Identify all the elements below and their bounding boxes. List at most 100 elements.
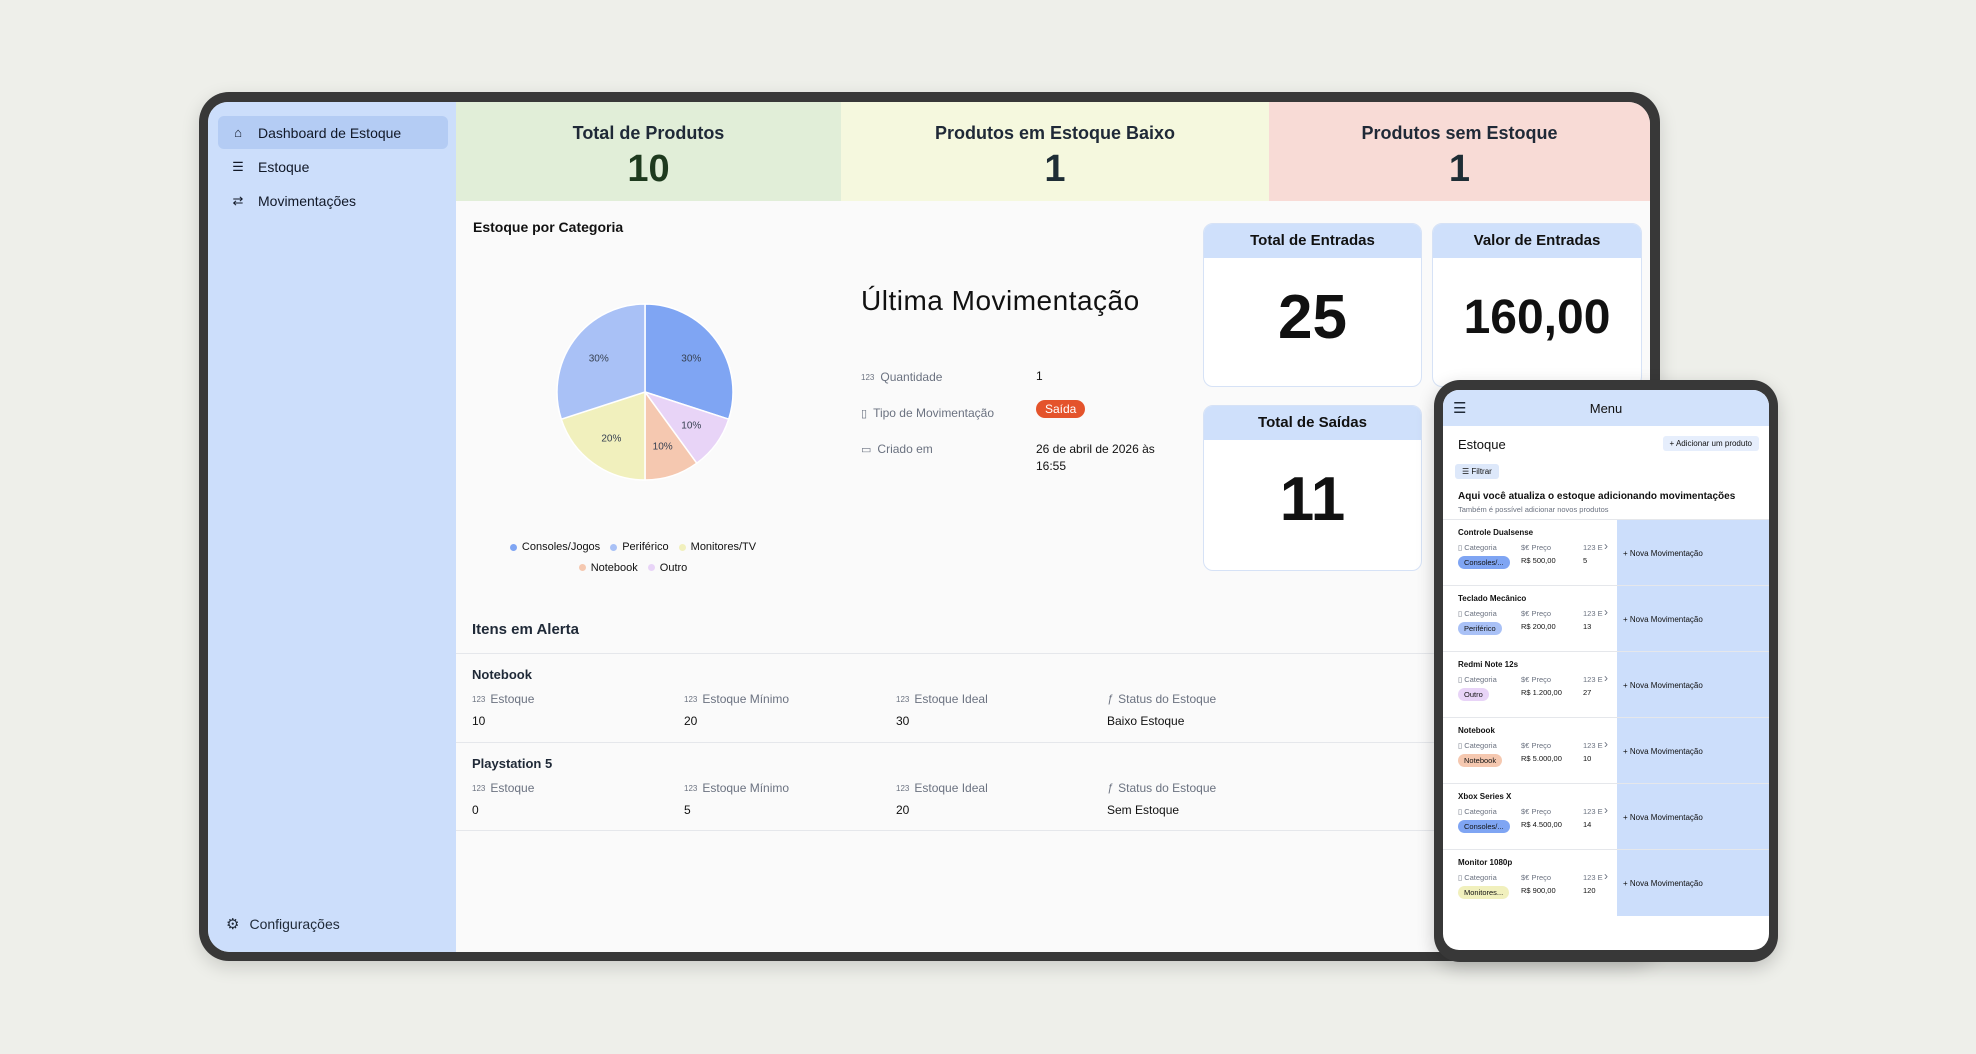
nova-movimentacao-button[interactable]: + Nova Movimentação bbox=[1617, 784, 1769, 850]
categoria-chip: Outro bbox=[1458, 688, 1489, 701]
kpi-total-produtos: Total de Produtos 10 bbox=[456, 102, 841, 201]
nova-movimentacao-button[interactable]: + Nova Movimentação bbox=[1617, 850, 1769, 916]
pie-chart: 30% 10% 10% 20% 30% bbox=[530, 277, 760, 507]
product-name: Controle Dualsense bbox=[1458, 528, 1534, 537]
nova-movimentacao-button[interactable]: + Nova Movimentação bbox=[1617, 586, 1769, 652]
categoria-label-text: Categoria bbox=[1464, 741, 1497, 750]
chart-legend: Consoles/Jogos Periférico Monitores/TV Note… bbox=[478, 537, 788, 578]
sidebar-item-movimentacoes[interactable]: ⇄ Movimentações bbox=[218, 184, 448, 217]
categoria-chip: Periférico bbox=[1458, 622, 1502, 635]
col-value: 10 bbox=[472, 714, 486, 728]
list-item[interactable]: Monitor 1080p ▯ Categoria Monitores... $€ P… bbox=[1443, 849, 1769, 916]
sidebar-item-configuracoes[interactable]: ⚙ Configurações bbox=[218, 910, 340, 938]
chevron-right-icon[interactable]: › bbox=[1604, 671, 1608, 685]
col-estoque-ideal: 123 Estoque Ideal 30 bbox=[896, 692, 988, 728]
categoria-label: ▯ Categoria bbox=[1458, 741, 1497, 750]
preco-label: $€ Preço bbox=[1521, 675, 1552, 684]
number-icon: 123 bbox=[684, 694, 698, 704]
preco-value: R$ 200,00 bbox=[1521, 622, 1556, 631]
preco-label: $€ Preço bbox=[1521, 609, 1552, 618]
chevron-right-icon[interactable]: › bbox=[1604, 803, 1608, 817]
preco-label-text: Preço bbox=[1531, 675, 1552, 684]
col-label: Estoque bbox=[490, 781, 535, 795]
col-label: Estoque bbox=[490, 692, 535, 706]
estoque-label-text: E bbox=[1597, 873, 1603, 882]
list-item[interactable]: Teclado Mecânico ▯ Categoria Periférico $€ … bbox=[1443, 585, 1769, 652]
row-name: Playstation 5 bbox=[472, 756, 553, 771]
legend-label: Monitores/TV bbox=[690, 541, 757, 553]
kpi-estoque-baixo: Produtos em Estoque Baixo 1 bbox=[841, 102, 1269, 201]
number-icon: 123 bbox=[896, 694, 910, 704]
card-total-entradas: Total de Entradas 25 bbox=[1203, 223, 1422, 387]
sidebar-item-label: Configurações bbox=[249, 916, 340, 932]
kpi-value: 10 bbox=[627, 148, 670, 190]
preco-label-text: Preço bbox=[1531, 741, 1552, 750]
number-icon: 123 bbox=[684, 783, 698, 793]
list-item[interactable]: Xbox Series X ▯ Categoria Consoles/... $€ P… bbox=[1443, 783, 1769, 850]
sidebar-item-label: Estoque bbox=[258, 158, 310, 175]
estoque-label: 123 E bbox=[1583, 675, 1603, 684]
list-item[interactable]: Controle Dualsense ▯ Categoria Consoles/..… bbox=[1443, 519, 1769, 586]
card-title: Total de Entradas bbox=[1204, 224, 1421, 258]
table-row[interactable]: Playstation 5 123 Estoque 0 123 Estoque Mí… bbox=[456, 742, 1650, 831]
legend-swatch bbox=[647, 564, 655, 571]
preco-value: R$ 1.200,00 bbox=[1521, 688, 1562, 697]
card-value: 160,00 bbox=[1463, 291, 1611, 344]
itens-alerta-title: Itens em Alerta bbox=[472, 621, 579, 638]
preco-label-text: Preço bbox=[1531, 609, 1552, 618]
list-item[interactable]: Redmi Note 12s ▯ Categoria Outro $€ Preço R$… bbox=[1443, 651, 1769, 718]
quantidade-value: 1 bbox=[1036, 369, 1043, 383]
sidebar-item-label: Movimentações bbox=[258, 192, 357, 209]
categoria-chip: Notebook bbox=[1458, 754, 1503, 767]
pie-slice-monitores-tv bbox=[560, 390, 646, 481]
nova-movimentacao-button[interactable]: + Nova Movimentação bbox=[1617, 652, 1769, 718]
estoque-value: 5 bbox=[1583, 556, 1588, 565]
hamburger-menu-icon[interactable]: ☰ bbox=[1453, 400, 1467, 417]
col-value: 20 bbox=[896, 803, 910, 817]
col-label: Estoque Ideal bbox=[914, 692, 988, 706]
sidebar-item-estoque[interactable]: ☰ Estoque bbox=[218, 150, 448, 183]
col-label: Estoque Mínimo bbox=[702, 781, 790, 795]
kpi-value: 1 bbox=[1044, 148, 1066, 190]
legend-swatch bbox=[678, 543, 686, 551]
card-value: 25 bbox=[1278, 283, 1347, 352]
chevron-right-icon[interactable]: › bbox=[1604, 605, 1608, 619]
product-name: Monitor 1080p bbox=[1458, 858, 1513, 867]
col-value: 20 bbox=[684, 714, 698, 728]
legend-item: Periférico bbox=[610, 537, 669, 557]
add-product-button[interactable]: + Adicionar um produto bbox=[1662, 436, 1759, 451]
estoque-value: 120 bbox=[1583, 886, 1596, 895]
preco-value: R$ 900,00 bbox=[1521, 886, 1556, 895]
formula-icon: ƒ bbox=[1107, 782, 1114, 794]
estoque-label: 123 E bbox=[1583, 807, 1603, 816]
preco-value: R$ 5.000,00 bbox=[1521, 754, 1562, 763]
categoria-label: ▯ Categoria bbox=[1458, 873, 1497, 882]
product-list: Controle Dualsense ▯ Categoria Consoles/..… bbox=[1443, 519, 1769, 916]
categoria-label: ▯ Categoria bbox=[1458, 609, 1497, 618]
pie-label: 10% bbox=[681, 421, 701, 432]
chevron-right-icon[interactable]: › bbox=[1604, 737, 1608, 751]
pie-label: 10% bbox=[653, 441, 673, 452]
legend-item: Outro bbox=[647, 558, 687, 578]
chevron-right-icon[interactable]: › bbox=[1604, 869, 1608, 883]
home-icon: ⌂ bbox=[234, 125, 242, 140]
col-label: Estoque Mínimo bbox=[702, 692, 790, 706]
categoria-label: ▯ Categoria bbox=[1458, 543, 1497, 552]
phone-info-subtitle: Também é possível adicionar novos produt… bbox=[1458, 505, 1609, 514]
estoque-label-text: E bbox=[1597, 741, 1603, 750]
nova-movimentacao-button[interactable]: + Nova Movimentação bbox=[1617, 718, 1769, 784]
filter-button[interactable]: ☰ Filtrar bbox=[1455, 464, 1499, 479]
sidebar-item-dashboard[interactable]: ⌂ Dashboard de Estoque bbox=[218, 116, 448, 149]
chevron-right-icon[interactable]: › bbox=[1604, 539, 1608, 553]
list-item[interactable]: Notebook ▯ Categoria Notebook $€ Preço R$ 5.… bbox=[1443, 717, 1769, 784]
estoque-label-text: E bbox=[1597, 609, 1603, 618]
col-value: Baixo Estoque bbox=[1107, 714, 1185, 728]
estoque-value: 13 bbox=[1583, 622, 1592, 631]
criado-label-row: ▭ Criado em bbox=[861, 442, 933, 456]
categoria-chip: Consoles/... bbox=[1458, 556, 1510, 569]
pie-slice-perif-rico bbox=[556, 303, 646, 421]
table-row[interactable]: Notebook 123 Estoque 10 123 Estoque Mínimo… bbox=[456, 653, 1650, 742]
nova-movimentacao-button[interactable]: + Nova Movimentação bbox=[1617, 520, 1769, 586]
categoria-label-text: Categoria bbox=[1464, 873, 1497, 882]
estoque-label: 123 E bbox=[1583, 609, 1603, 618]
